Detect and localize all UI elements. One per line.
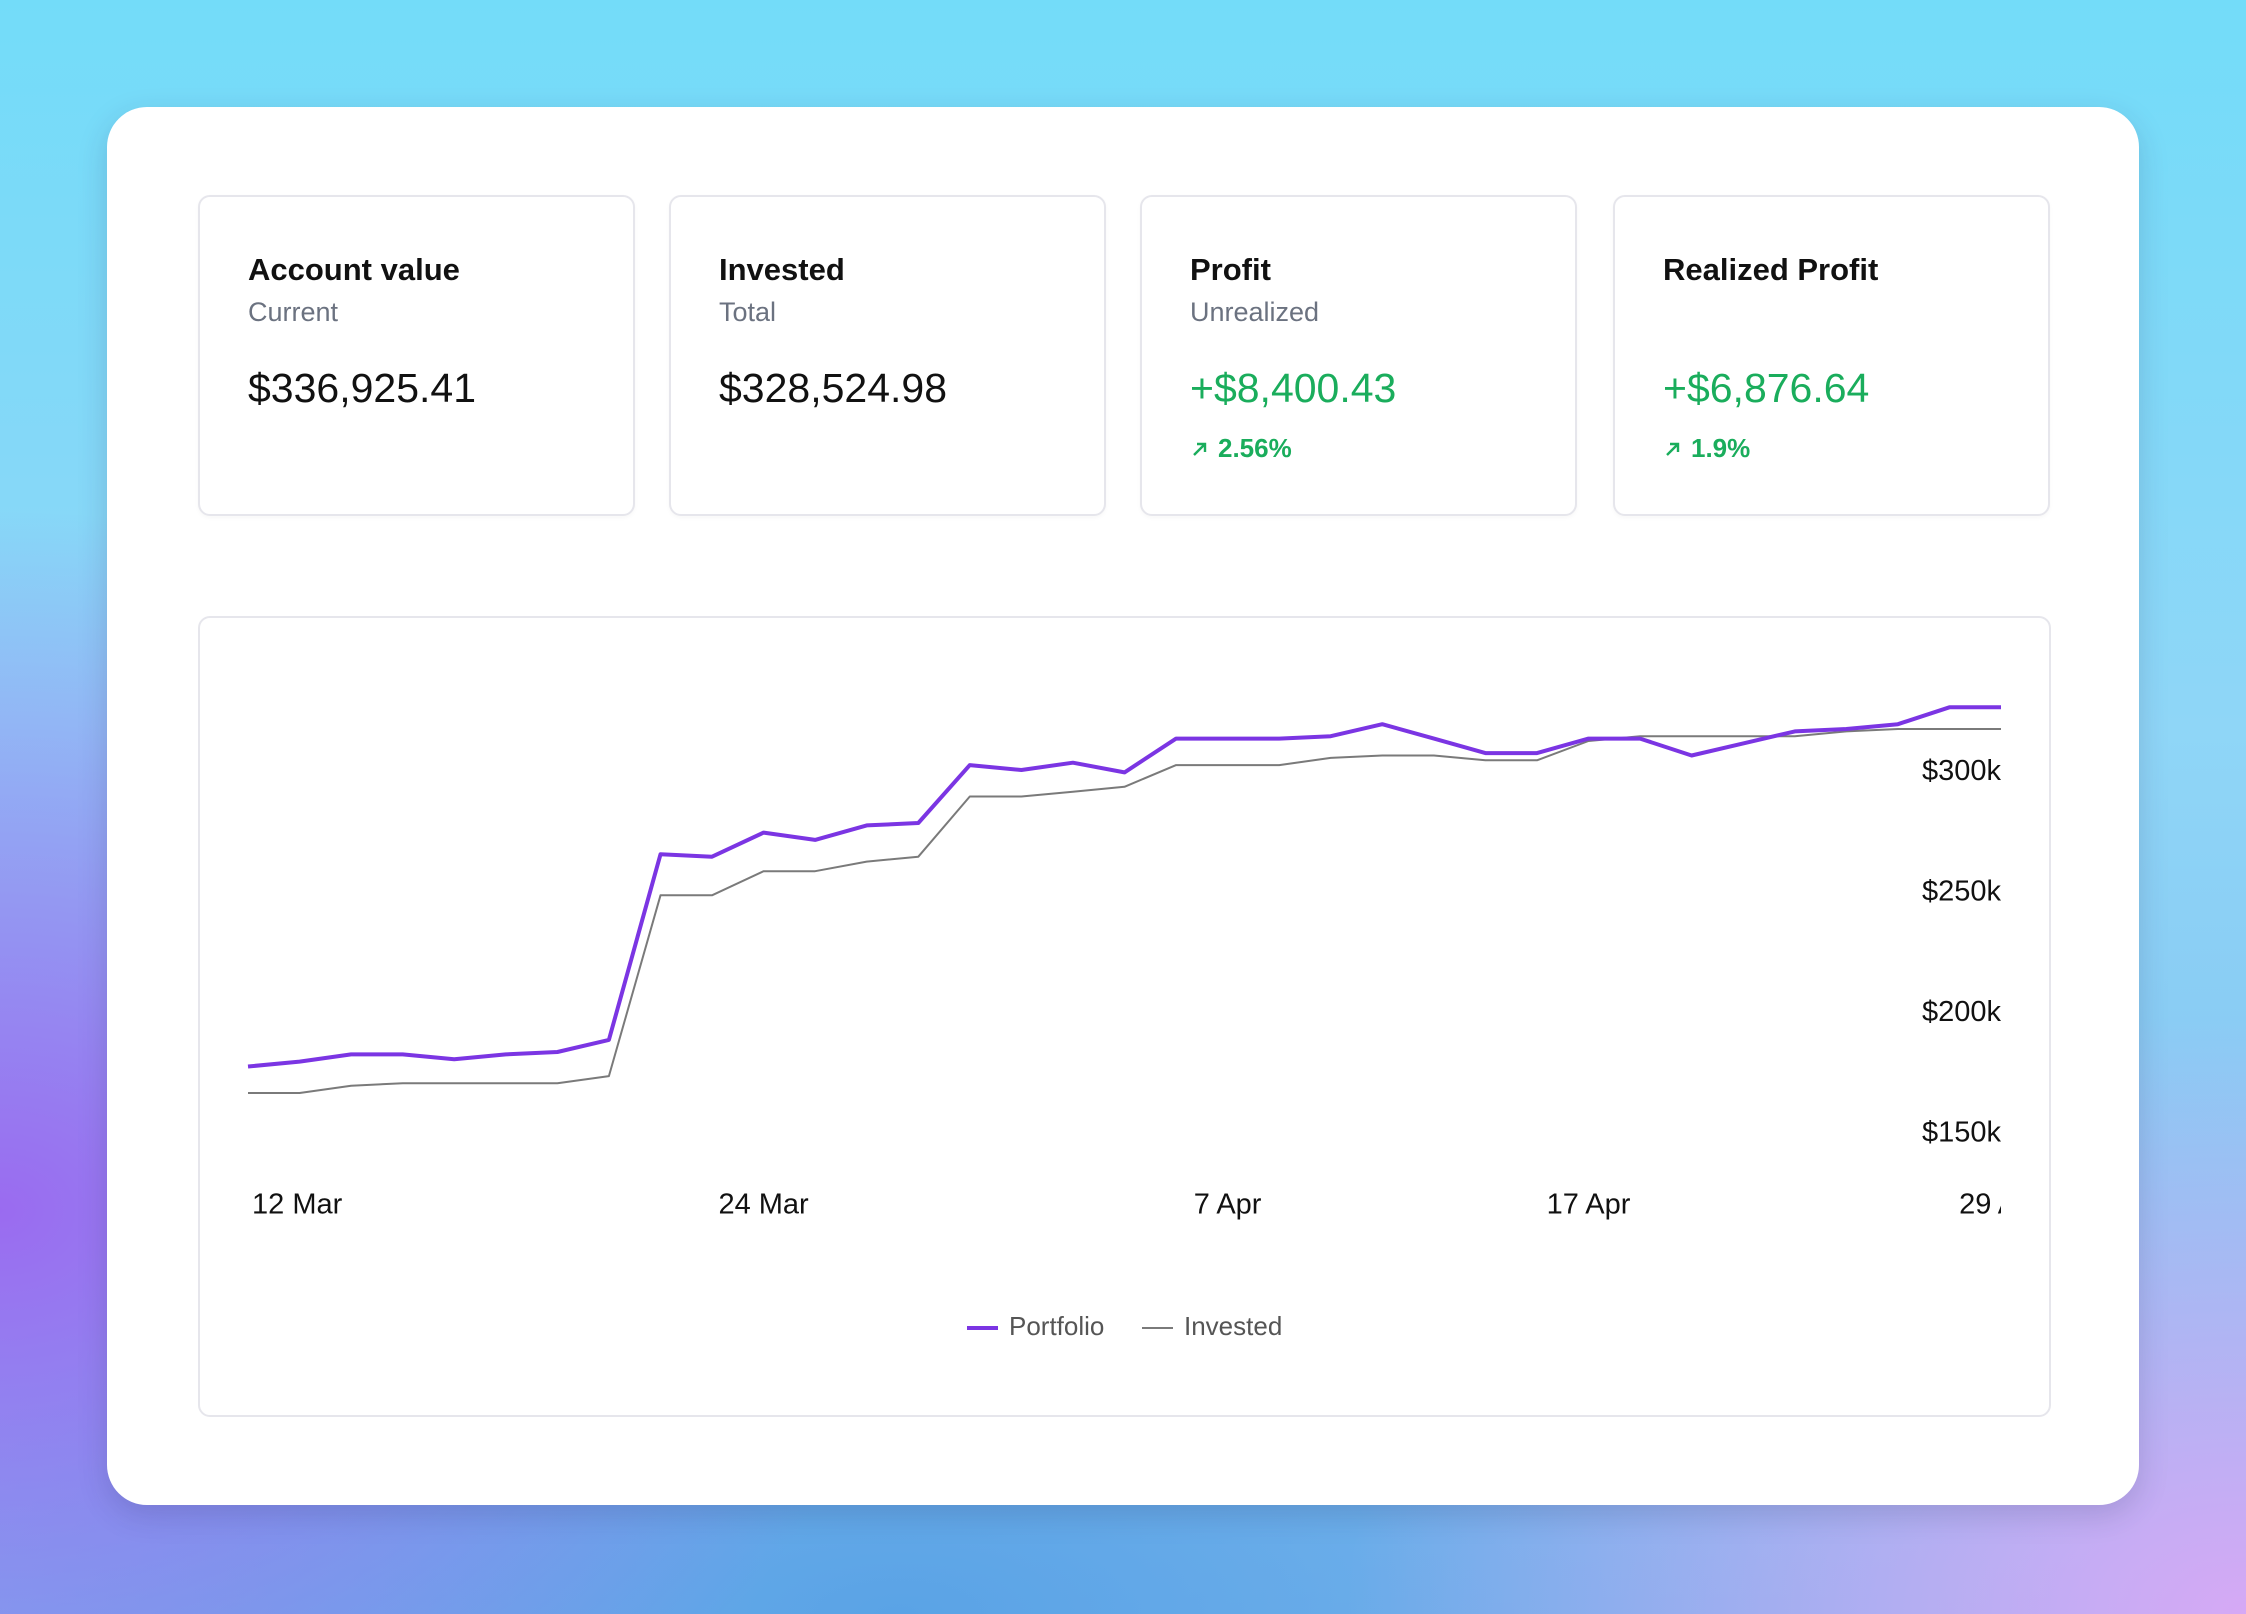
x-tick-label: 12 Mar	[252, 1189, 343, 1221]
arrow-icon	[1193, 442, 1207, 456]
y-tick-label: $200k	[1922, 996, 2002, 1028]
legend-label: Invested	[1184, 1311, 1282, 1341]
x-tick-label: 29 Apr	[1959, 1189, 2043, 1221]
stat-card: Realized Profit +$6,876.64 1.9%	[1613, 195, 2050, 516]
x-axis: 12 Mar 24 Mar 7 Apr 17 Apr 29 Apr	[252, 1189, 2043, 1221]
card-subtitle: Total	[719, 297, 777, 327]
card-change: 1.9%	[1663, 433, 1750, 464]
card-subtitle: Current	[248, 297, 339, 327]
change-text: 1.9%	[1691, 433, 1751, 463]
card-title: Invested	[719, 252, 845, 287]
x-tick-label: 17 Apr	[1547, 1189, 1631, 1221]
card-title: Account value	[248, 252, 460, 287]
series-line	[247, 705, 2001, 1069]
chart-panel	[198, 616, 2051, 1417]
card-value: +$6,876.64	[1663, 365, 1870, 411]
card-change: 2.56%	[1190, 433, 1292, 464]
card-title: Realized Profit	[1663, 252, 1879, 287]
stat-card: Account value Current $336,925.41	[198, 195, 635, 516]
legend-label: Portfolio	[1009, 1311, 1104, 1341]
stat-card: Invested Total $328,524.98	[669, 195, 1106, 516]
stat-card: Profit Unrealized +$8,400.43 2.56%	[1140, 195, 1577, 516]
card-value: $336,925.41	[248, 365, 477, 411]
y-tick-label: $250k	[1922, 876, 2002, 908]
card-value: $328,524.98	[719, 365, 948, 411]
card-subtitle: Unrealized	[1190, 297, 1320, 327]
change-text: 2.56%	[1218, 433, 1292, 463]
y-tick-label: $150k	[1922, 1117, 2002, 1149]
card-title: Profit	[1190, 252, 1271, 287]
x-tick-label: 7 Apr	[1194, 1189, 1262, 1221]
series-line	[248, 728, 2001, 1094]
y-tick-label: $300k	[1922, 755, 2002, 787]
x-tick-label: 24 Mar	[718, 1189, 809, 1221]
arrow-icon	[1666, 442, 1680, 456]
card-value: +$8,400.43	[1190, 365, 1397, 411]
